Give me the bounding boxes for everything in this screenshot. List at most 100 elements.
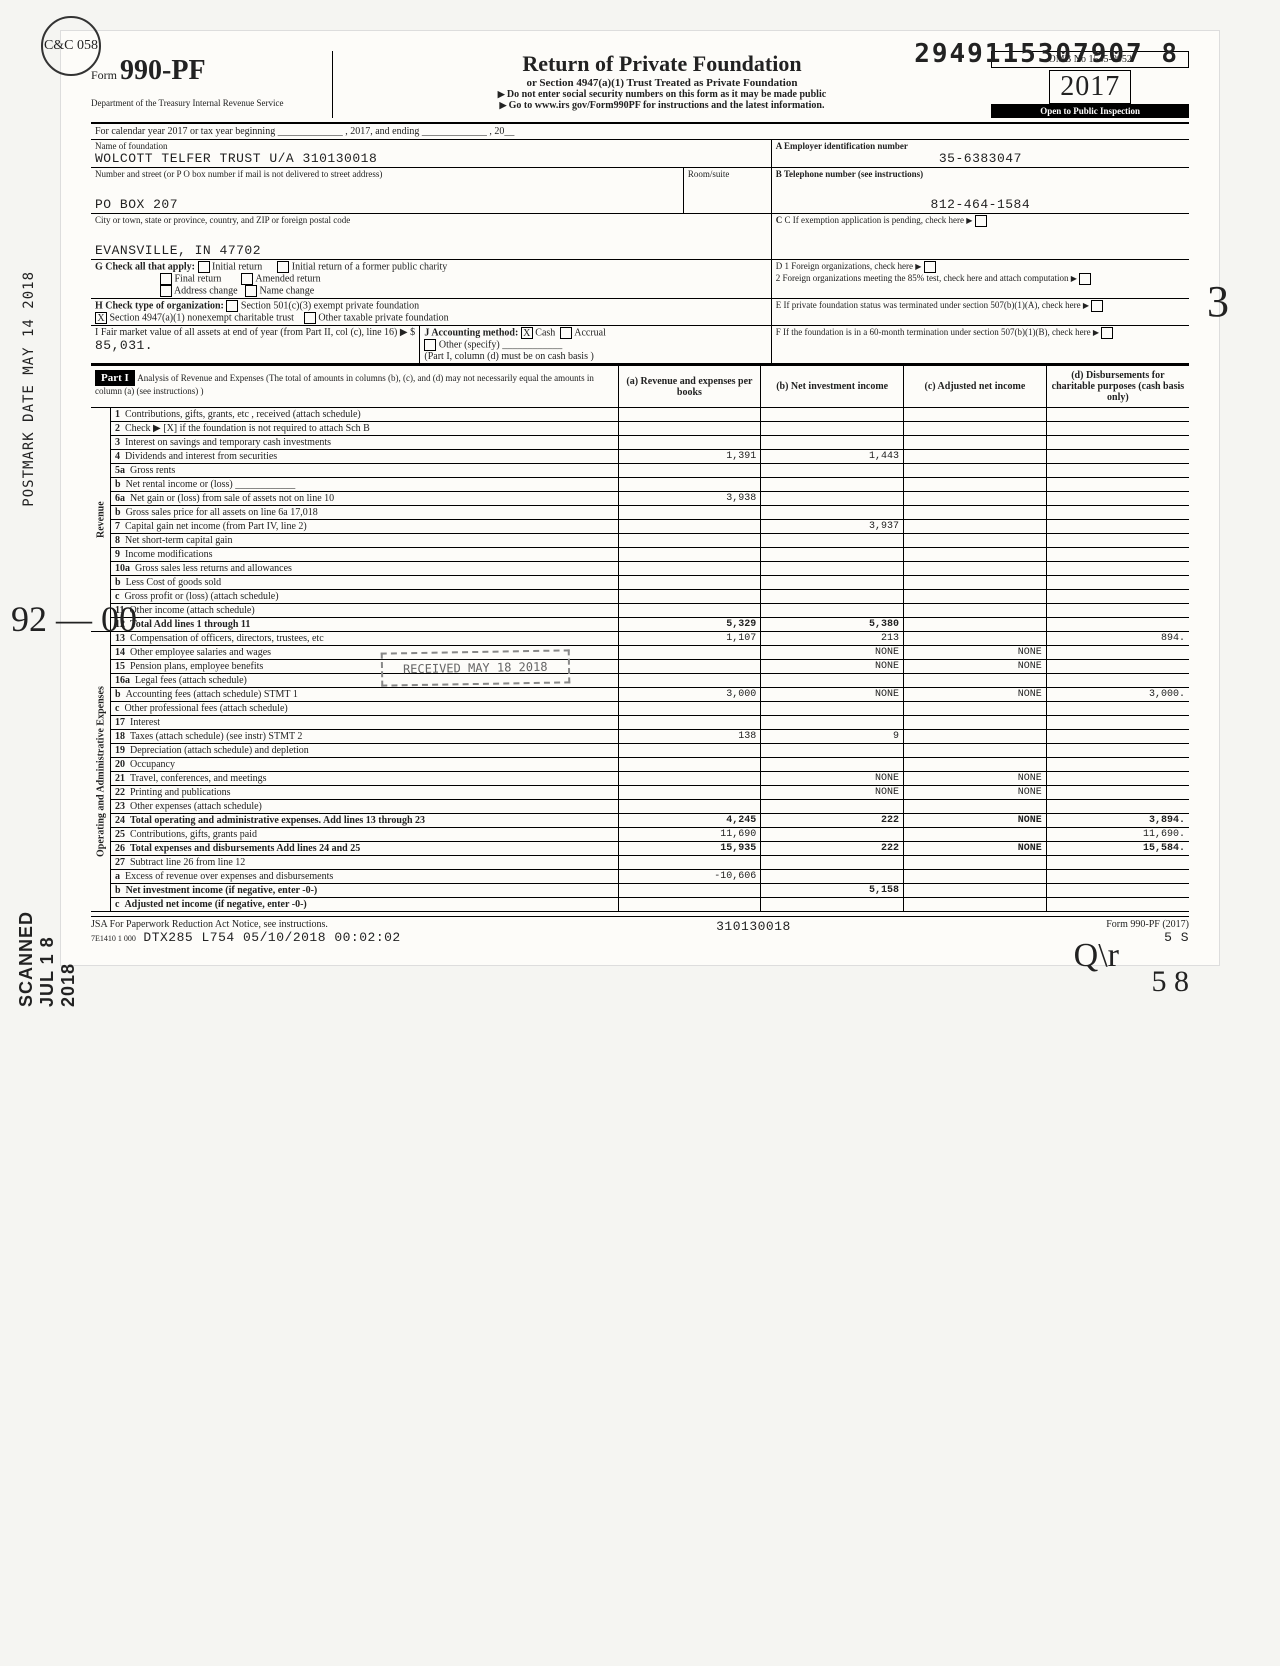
row-c-col-d [1046,898,1189,912]
row-5a-col-b [761,464,904,478]
part1-header: Part I [95,370,135,386]
row-b-col-b [761,506,904,520]
row-19-col-b [761,744,904,758]
row-2-col-a [618,422,761,436]
handwritten-3: 3 [1207,276,1229,327]
form-title: Return of Private Foundation [341,51,984,77]
row-24-col-d: 3,894. [1046,814,1189,828]
row-2-col-d [1046,422,1189,436]
ein-label: A Employer identification number [776,141,1185,151]
row-c-desc: c Other professional fees (attach schedu… [111,702,619,716]
row-12-col-a: 5,329 [618,618,761,632]
row-17-col-c [904,716,1047,730]
row-a-col-b [761,870,904,884]
row-6a-col-a: 3,938 [618,492,761,506]
row-9-desc: 9 Income modifications [111,548,619,562]
row-27-col-b [761,856,904,870]
row-a-col-d [1046,870,1189,884]
row-11-col-d [1046,604,1189,618]
footer-form: Form 990-PF (2017) [1106,919,1189,930]
row-21-desc: 21 Travel, conferences, and meetings [111,772,619,786]
row-c-col-c [904,702,1047,716]
row-22-col-d [1046,786,1189,800]
row-23-col-b [761,800,904,814]
row-12-col-d [1046,618,1189,632]
side-expenses: Operating and Administrative Expenses [91,632,111,912]
c-checkbox[interactable] [975,215,987,227]
row-25-desc: 25 Contributions, gifts, grants paid [111,828,619,842]
row-c-col-b [761,590,904,604]
row-11-desc: 11 Other income (attach schedule) [111,604,619,618]
warn-ssn: Do not enter social security numbers on … [341,89,984,100]
chk-addrchange[interactable] [160,285,172,297]
footer-id: 310130018 [716,919,791,945]
row-22-col-b: NONE [761,786,904,800]
chk-final[interactable] [160,273,172,285]
row-15-col-a [618,660,761,674]
row-2-desc: 2 Check ▶ [X] if the foundation is not r… [111,422,619,436]
row-5a-col-d [1046,464,1189,478]
row-21-col-a [618,772,761,786]
row-b-col-a [618,506,761,520]
row-10a-col-d [1046,562,1189,576]
row-b-col-c [904,478,1047,492]
row-25-col-d: 11,690. [1046,828,1189,842]
stamp-circle: C&C 058 [41,16,101,76]
row-19-desc: 19 Depreciation (attach schedule) and de… [111,744,619,758]
row-25-col-b [761,828,904,842]
tel-label: B Telephone number (see instructions) [776,169,1185,179]
row-24-desc: 24 Total operating and administrative ex… [111,814,619,828]
addr-value: PO BOX 207 [95,197,679,212]
row-b-col-b [761,478,904,492]
row-b-desc: b Accounting fees (attach schedule) STMT… [111,688,619,702]
chk-initial-former[interactable] [277,261,289,273]
row-c-col-a [618,898,761,912]
dept-label: Department of the Treasury Internal Reve… [91,99,326,109]
row-9-col-c [904,548,1047,562]
d1-checkbox[interactable] [924,261,936,273]
row-14-col-d [1046,646,1189,660]
row-b-desc: b Less Cost of goods sold [111,576,619,590]
chk-4947[interactable]: X [95,312,107,324]
row-20-col-a [618,758,761,772]
row-13-desc: 13 Compensation of officers, directors, … [111,632,619,646]
row-4-desc: 4 Dividends and interest from securities [111,450,619,464]
form-subtitle: or Section 4947(a)(1) Trust Treated as P… [341,77,984,89]
row-c-col-a [618,702,761,716]
d2-checkbox[interactable] [1079,273,1091,285]
e-checkbox[interactable] [1091,300,1103,312]
row-26-col-b: 222 [761,842,904,856]
chk-namechange[interactable] [245,285,257,297]
row-20-col-c [904,758,1047,772]
row-27-col-a [618,856,761,870]
chk-501c3[interactable] [226,300,238,312]
f-checkbox[interactable] [1101,327,1113,339]
row-17-col-a [618,716,761,730]
opt-initial: Initial return [212,261,262,272]
row-6a-desc: 6a Net gain or (loss) from sale of asset… [111,492,619,506]
row-c-col-d [1046,590,1189,604]
row-26-col-d: 15,584. [1046,842,1189,856]
row-1-col-b [761,408,904,422]
g-label: G Check all that apply: [95,261,195,272]
tax-year: 2017 [1049,70,1131,104]
row-4-col-a: 1,391 [618,450,761,464]
chk-accrual[interactable] [560,327,572,339]
chk-amended[interactable] [241,273,253,285]
chk-othertax[interactable] [304,312,316,324]
chk-jother[interactable] [424,339,436,351]
row-b-desc: b Gross sales price for all assets on li… [111,506,619,520]
footer-dtx: DTX285 L754 05/10/2018 00:02:02 [143,930,400,945]
chk-cash[interactable]: X [521,327,533,339]
row-3-col-d [1046,436,1189,450]
row-10a-col-a [618,562,761,576]
side-revenue: Revenue [91,408,111,632]
row-10a-desc: 10a Gross sales less returns and allowan… [111,562,619,576]
document-id: 2949115307907 8 [914,39,1179,69]
row-c-col-b [761,898,904,912]
col-a: (a) Revenue and expenses per books [618,365,761,408]
footer-code: 7E1410 1 000 [91,934,136,943]
row-8-col-a [618,534,761,548]
row-20-col-b [761,758,904,772]
chk-initial[interactable] [198,261,210,273]
